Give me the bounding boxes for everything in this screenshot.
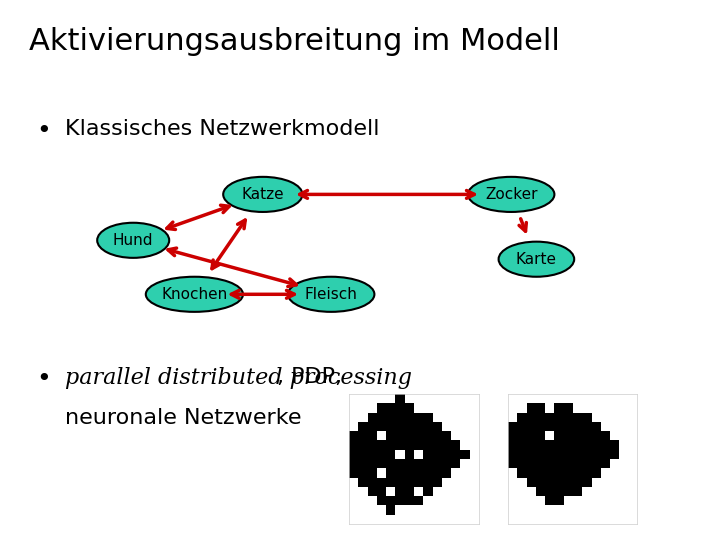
Ellipse shape [97,222,169,258]
Text: Hund: Hund [113,233,153,248]
Text: Klassisches Netzwerkmodell: Klassisches Netzwerkmodell [65,119,379,139]
Text: Zocker: Zocker [485,187,537,202]
Text: neuronale Netzwerke: neuronale Netzwerke [65,408,301,428]
Ellipse shape [498,241,575,276]
Text: parallel distributed processing: parallel distributed processing [65,367,412,389]
Text: •: • [36,367,50,391]
Text: Aktivierungsausbreitung im Modell: Aktivierungsausbreitung im Modell [29,27,559,56]
Text: •: • [36,119,50,143]
Text: Knochen: Knochen [161,287,228,302]
Text: Fleisch: Fleisch [305,287,358,302]
Ellipse shape [288,276,374,312]
Ellipse shape [223,177,302,212]
Text: Karte: Karte [516,252,557,267]
Text: Katze: Katze [241,187,284,202]
Ellipse shape [468,177,554,212]
Text: , PDP,: , PDP, [277,367,342,387]
Ellipse shape [145,276,243,312]
